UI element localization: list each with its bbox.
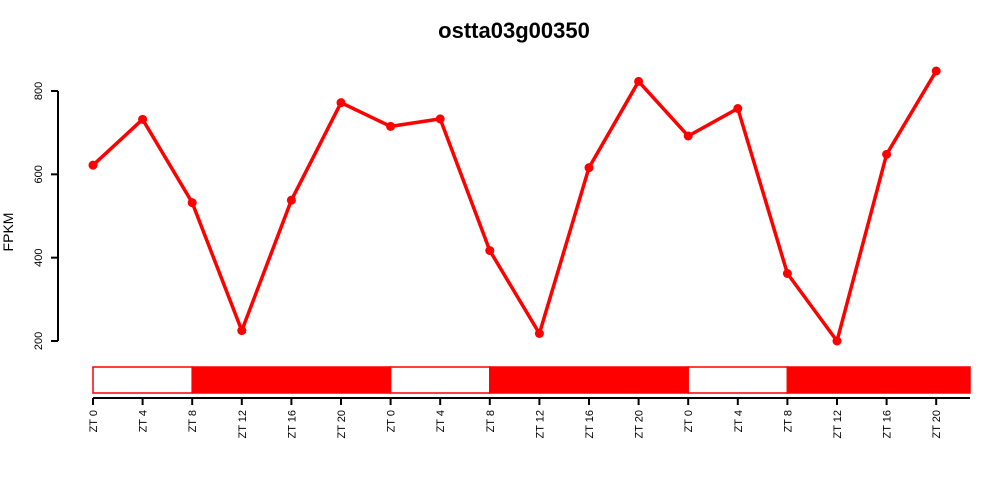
data-point [237, 326, 247, 336]
x-tick-label: ZT 4 [733, 410, 745, 432]
data-point [534, 329, 544, 338]
data-point [88, 160, 98, 170]
x-tick-label: ZT 20 [336, 410, 348, 439]
x-tick-label: ZT 12 [237, 410, 249, 439]
y-axis-label: FPKM [0, 213, 16, 252]
y-tick-label: 600 [33, 165, 45, 183]
dark-period-segment [489, 366, 689, 394]
y-tick-label: 200 [33, 332, 45, 350]
x-tick-label: ZT 8 [782, 410, 794, 432]
x-tick-label: ZT 16 [286, 410, 298, 439]
data-point [187, 198, 197, 208]
x-tick-label: ZT 12 [832, 410, 844, 439]
x-tick-label: ZT 4 [435, 410, 447, 432]
y-tick-label: 400 [33, 248, 45, 266]
light-period-segment [687, 366, 789, 394]
x-tick-label: ZT 8 [485, 410, 497, 432]
x-tick-label: ZT 0 [386, 410, 398, 432]
data-point [683, 131, 693, 141]
light-dark-bar [92, 366, 971, 394]
x-tick-label: ZT 0 [683, 410, 695, 432]
x-tick-label: ZT 4 [138, 410, 150, 432]
x-tick-label: ZT 16 [882, 410, 894, 439]
data-point [931, 66, 941, 76]
data-point [435, 114, 445, 124]
light-period-segment [389, 366, 491, 394]
x-tick-label: ZT 12 [534, 410, 546, 439]
x-tick-label: ZT 20 [931, 410, 943, 439]
data-point [733, 104, 743, 113]
x-tick-label: ZT 8 [187, 410, 199, 432]
y-tick-label: 800 [33, 82, 45, 100]
data-point [485, 246, 495, 256]
chart-title: ostta03g00350 [438, 18, 590, 43]
x-tick-label: ZT 16 [584, 410, 596, 439]
data-point [832, 336, 842, 346]
data-point [336, 98, 346, 108]
data-point [882, 149, 892, 159]
data-point [782, 269, 792, 278]
dark-period-segment [786, 366, 971, 394]
data-point [138, 114, 148, 124]
y-axis: 200 400 600 800 [33, 82, 59, 350]
series-line [91, 70, 938, 343]
dark-period-segment [191, 366, 392, 394]
light-period-segment [92, 366, 193, 394]
data-point [386, 121, 396, 131]
x-tick-label: ZT 0 [88, 410, 100, 432]
data-point [286, 195, 296, 205]
x-axis: ZT 0 ZT 4 ZT 8 ZT 12 ZT 16 ZT 20 ZT 0 ZT 4 ZT 8 Z… [88, 397, 970, 439]
x-tick-label: ZT 20 [634, 410, 646, 439]
series-group [88, 66, 941, 346]
data-point [584, 163, 594, 173]
data-point [634, 76, 644, 86]
